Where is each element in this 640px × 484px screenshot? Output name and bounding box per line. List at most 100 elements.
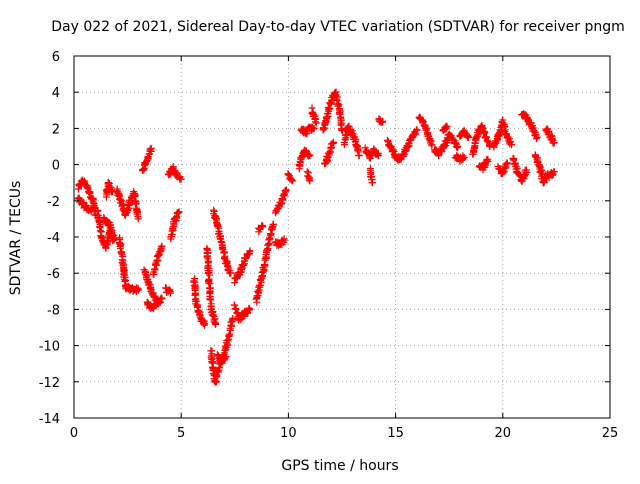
data-point	[254, 287, 262, 295]
data-point	[154, 300, 162, 308]
data-point	[266, 234, 274, 242]
data-point	[109, 237, 117, 245]
y-axis-label: SDTVAR / TECUs	[8, 181, 24, 296]
data-point	[201, 320, 209, 328]
data-point	[510, 155, 518, 163]
data-point	[263, 246, 271, 254]
data-point	[507, 141, 515, 149]
data-point	[156, 248, 164, 256]
data-point	[550, 168, 558, 176]
x-tick-label: 0	[70, 426, 78, 441]
y-tick-label: -10	[39, 340, 60, 355]
data-point	[105, 179, 112, 187]
chart-title: Day 022 of 2021, Sidereal Day-to-day VTE…	[51, 19, 625, 35]
data-points	[74, 88, 558, 386]
data-point	[460, 153, 468, 161]
data-point	[222, 353, 230, 360]
data-point	[206, 296, 214, 304]
x-axis-label: GPS time / hours	[281, 458, 398, 474]
data-point	[177, 175, 185, 183]
y-tick-label: -6	[47, 267, 60, 282]
data-point	[379, 117, 387, 125]
data-point	[123, 206, 131, 214]
data-point	[312, 119, 320, 127]
x-tick-label: 10	[280, 426, 297, 441]
data-point	[306, 152, 314, 160]
x-tick-label: 25	[602, 426, 619, 441]
data-point	[503, 159, 511, 167]
data-point	[534, 157, 542, 165]
data-point	[499, 116, 507, 124]
data-point	[213, 373, 221, 381]
data-point	[224, 336, 232, 344]
y-tick-label: -8	[47, 303, 60, 318]
data-point	[167, 289, 174, 297]
data-point	[280, 235, 288, 243]
data-point	[87, 208, 95, 216]
data-point	[117, 249, 125, 257]
data-point	[368, 179, 376, 187]
data-point	[328, 143, 336, 151]
x-tick-label: 5	[177, 426, 185, 441]
y-tick-label: -12	[39, 376, 60, 391]
data-point	[454, 143, 462, 150]
data-point	[144, 299, 152, 307]
data-point	[329, 139, 337, 147]
data-point	[134, 215, 142, 223]
y-tick-label: 0	[52, 159, 60, 174]
data-point	[246, 305, 254, 313]
data-point	[268, 224, 276, 232]
data-point	[144, 154, 152, 162]
y-tick-label: -4	[47, 231, 60, 246]
data-point	[295, 161, 303, 169]
data-point	[227, 269, 234, 277]
data-point	[305, 151, 313, 158]
y-tick-label: 6	[52, 50, 60, 65]
data-point	[522, 166, 530, 174]
data-point	[200, 318, 207, 326]
data-point	[107, 228, 115, 236]
data-point	[289, 177, 297, 185]
data-point	[282, 186, 290, 194]
data-point	[325, 104, 333, 112]
x-tick-label: 20	[495, 426, 512, 441]
data-point	[484, 155, 492, 163]
data-point	[355, 152, 363, 160]
data-point	[306, 177, 314, 185]
data-point	[312, 118, 319, 126]
data-point	[345, 122, 353, 130]
data-point	[232, 305, 239, 313]
y-tick-label: -2	[47, 195, 60, 210]
data-point	[482, 161, 489, 169]
data-point	[428, 141, 436, 149]
axis-ticks: 0 5 10 15 20 25 -14 -12 -10 -8 -6 -4 -2 0 2 4 6	[39, 50, 619, 441]
data-point	[147, 144, 155, 152]
data-point	[175, 208, 183, 216]
data-point	[221, 354, 229, 362]
data-point	[151, 266, 158, 274]
data-point	[214, 223, 222, 231]
y-tick-label: 4	[52, 86, 60, 101]
y-tick-label: -14	[39, 412, 60, 427]
data-point	[121, 277, 129, 285]
data-point	[310, 124, 318, 132]
data-point	[229, 314, 237, 322]
data-point	[193, 302, 201, 310]
data-point	[533, 133, 541, 141]
data-point	[158, 242, 166, 250]
data-point	[507, 138, 515, 146]
data-point	[399, 151, 407, 159]
data-point	[212, 320, 219, 328]
data-point	[422, 125, 430, 133]
data-point	[246, 248, 254, 255]
data-point	[158, 295, 166, 302]
data-point	[383, 136, 391, 144]
data-point	[504, 134, 512, 142]
data-point	[443, 123, 451, 131]
data-point	[305, 175, 313, 183]
data-point	[269, 220, 277, 228]
data-point	[116, 244, 124, 252]
data-point	[134, 286, 142, 293]
data-point	[367, 173, 375, 180]
